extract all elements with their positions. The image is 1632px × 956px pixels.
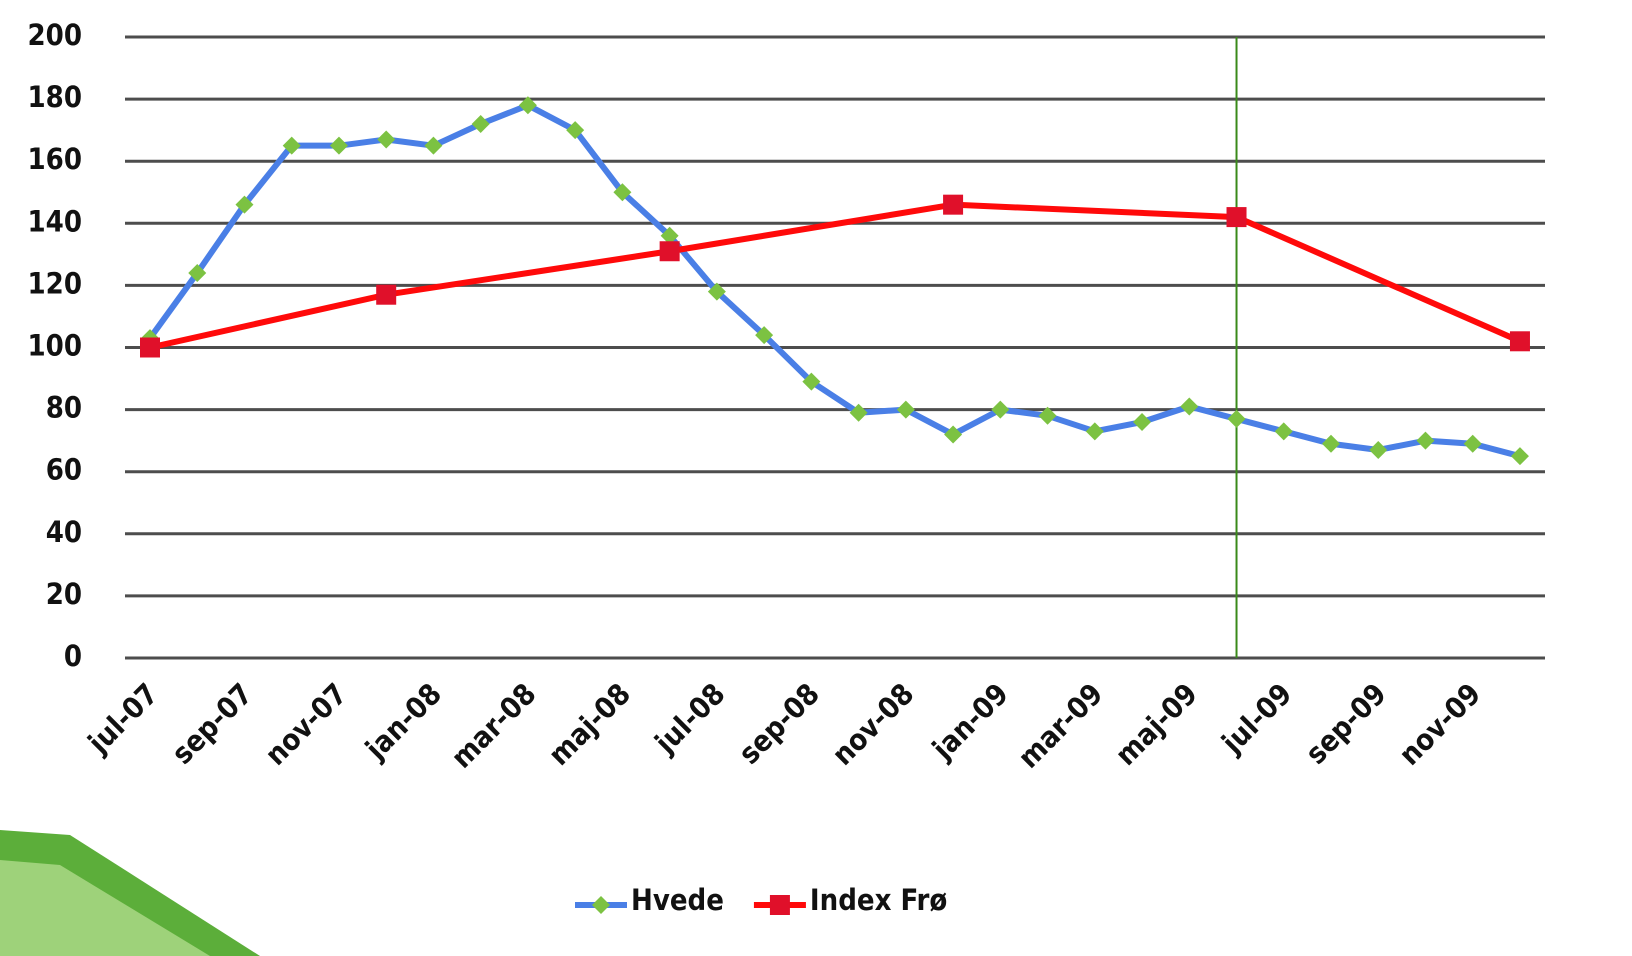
- y-tick-label: 160: [28, 142, 82, 176]
- marker: [1133, 413, 1151, 431]
- marker: [1416, 432, 1434, 450]
- x-tick-label: jul-09: [1215, 677, 1299, 761]
- marker: [1510, 331, 1530, 351]
- marker: [472, 115, 490, 133]
- marker: [1227, 207, 1247, 227]
- legend-marker: [592, 896, 610, 914]
- x-tick-label: sep-08: [732, 677, 826, 771]
- y-tick-label: 60: [46, 453, 82, 487]
- marker: [1275, 422, 1293, 440]
- x-tick-label: sep-09: [1299, 677, 1393, 771]
- line-segment: [1237, 217, 1520, 341]
- x-tick-label: maj-09: [1109, 677, 1204, 772]
- chart: 020406080100120140160180200jul-07sep-07n…: [0, 0, 1632, 956]
- marker: [376, 285, 396, 305]
- y-tick-label: 0: [64, 639, 82, 673]
- marker: [1464, 435, 1482, 453]
- y-tick-label: 120: [28, 266, 82, 300]
- y-tick-label: 140: [28, 204, 82, 238]
- x-tick-label: nov-07: [258, 677, 353, 772]
- marker: [140, 338, 160, 358]
- line-segment: [670, 205, 953, 252]
- x-tick-label: maj-08: [542, 677, 637, 772]
- marker: [943, 195, 963, 215]
- x-tick-label: nov-08: [825, 677, 920, 772]
- x-tick-label: jan-09: [925, 677, 1015, 767]
- legend-label: Index Frø: [810, 883, 947, 917]
- x-tick-label: nov-09: [1392, 677, 1487, 772]
- x-tick-label: jul-07: [81, 677, 165, 761]
- marker: [660, 241, 680, 261]
- legend-marker: [770, 895, 790, 915]
- x-tick-label: jul-08: [648, 677, 732, 761]
- line: [150, 105, 1520, 456]
- marker: [330, 137, 348, 155]
- marker: [1322, 435, 1340, 453]
- marker: [1180, 397, 1198, 415]
- x-tick-label: mar-09: [1011, 677, 1109, 775]
- y-tick-label: 200: [28, 18, 82, 52]
- marker: [1369, 441, 1387, 459]
- y-tick-label: 80: [46, 391, 82, 425]
- y-tick-label: 180: [28, 80, 82, 114]
- legend-label: Hvede: [631, 883, 724, 917]
- x-tick-label: sep-07: [165, 677, 259, 771]
- marker: [1228, 410, 1246, 428]
- y-tick-label: 20: [46, 577, 82, 611]
- x-tick-label: mar-08: [444, 677, 542, 775]
- y-tick-label: 100: [28, 329, 82, 363]
- marker: [1511, 447, 1529, 465]
- line-segment: [150, 295, 386, 348]
- line-segment: [386, 251, 669, 294]
- x-tick-label: jan-08: [358, 677, 448, 767]
- marker: [1086, 422, 1104, 440]
- y-tick-label: 40: [46, 515, 82, 549]
- marker: [424, 137, 442, 155]
- marker: [377, 130, 395, 148]
- line-segment: [953, 205, 1236, 217]
